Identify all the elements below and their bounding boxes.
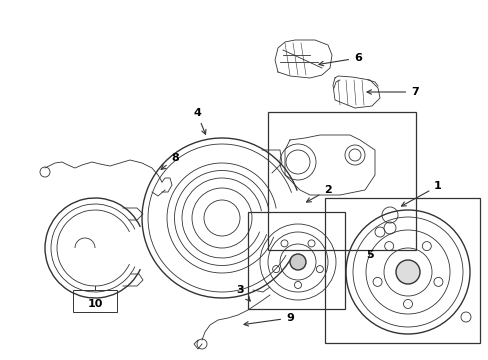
Text: 6: 6 xyxy=(318,53,361,66)
Circle shape xyxy=(395,260,419,284)
Bar xyxy=(73,290,117,312)
Text: 4: 4 xyxy=(193,108,205,134)
Circle shape xyxy=(289,254,305,270)
Text: 2: 2 xyxy=(306,185,331,202)
Text: 9: 9 xyxy=(244,313,293,326)
Text: 10: 10 xyxy=(87,299,102,309)
Text: 7: 7 xyxy=(366,87,418,97)
Bar xyxy=(267,112,415,250)
Bar xyxy=(325,198,479,343)
Text: 8: 8 xyxy=(161,153,179,170)
Text: 1: 1 xyxy=(401,181,441,206)
Bar xyxy=(247,212,345,309)
Text: 5: 5 xyxy=(366,250,373,260)
Text: 3: 3 xyxy=(236,285,250,301)
